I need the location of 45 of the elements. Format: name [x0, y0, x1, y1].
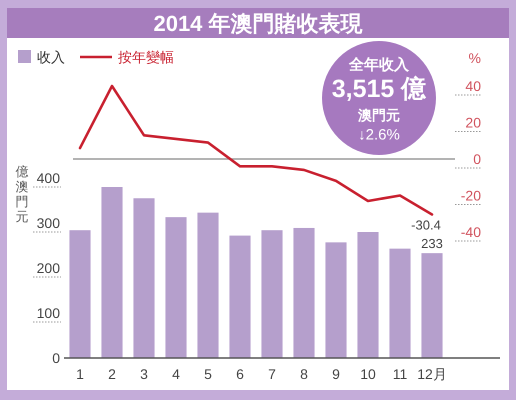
y2-tick-label: -20	[460, 188, 482, 204]
x-tick-label: 3	[140, 366, 148, 382]
text: 3,515 億	[332, 75, 428, 103]
y-tick-label: 400	[36, 170, 60, 186]
y2-tick-label: 20	[465, 114, 482, 130]
bar	[101, 187, 123, 358]
y2-axis-title: %	[468, 50, 481, 66]
x-tick-label: 10	[360, 366, 376, 382]
y-tick-label: 200	[36, 260, 60, 276]
data-label: 233	[421, 236, 443, 252]
x-tick-label: 4	[172, 366, 180, 382]
y-tick-label: 300	[36, 215, 60, 231]
x-tick-label: 1	[76, 366, 84, 382]
y2-tick-label: 40	[465, 78, 482, 94]
y-axis-title: 億澳門元	[16, 164, 28, 224]
bar	[293, 228, 315, 358]
bar	[229, 236, 251, 358]
bar	[69, 230, 91, 358]
data-label: -30.4	[411, 217, 441, 232]
legend-label: 收入	[37, 49, 65, 65]
x-tick-label: 9	[332, 366, 340, 382]
chart-title: 2014 年澳門賭收表現	[153, 11, 364, 36]
x-tick-label: 8	[300, 366, 308, 382]
y-tick-label: 100	[36, 305, 60, 321]
x-tick-label: 2	[108, 366, 116, 382]
bar	[133, 198, 155, 358]
bar	[421, 253, 443, 358]
x-tick-label: 6	[236, 366, 244, 382]
x-tick-label: 7	[268, 366, 276, 382]
bar	[197, 212, 219, 358]
y2-tick-label: -40	[460, 224, 482, 240]
text: ↓2.6%	[358, 126, 400, 144]
text: 澳門元	[357, 107, 400, 123]
legend-label: 按年變幅	[118, 49, 174, 65]
y-tick-label: 0	[52, 350, 60, 366]
bar	[357, 232, 379, 358]
bar	[325, 242, 347, 358]
x-tick-label: 11	[392, 366, 408, 382]
text: 全年收入	[348, 56, 410, 74]
bar	[165, 217, 187, 358]
y2-tick-label: 0	[473, 151, 482, 167]
x-tick-label: 5	[204, 366, 212, 382]
bar	[261, 230, 283, 358]
x-tick-label: 12月	[417, 366, 447, 382]
bar	[389, 248, 411, 358]
